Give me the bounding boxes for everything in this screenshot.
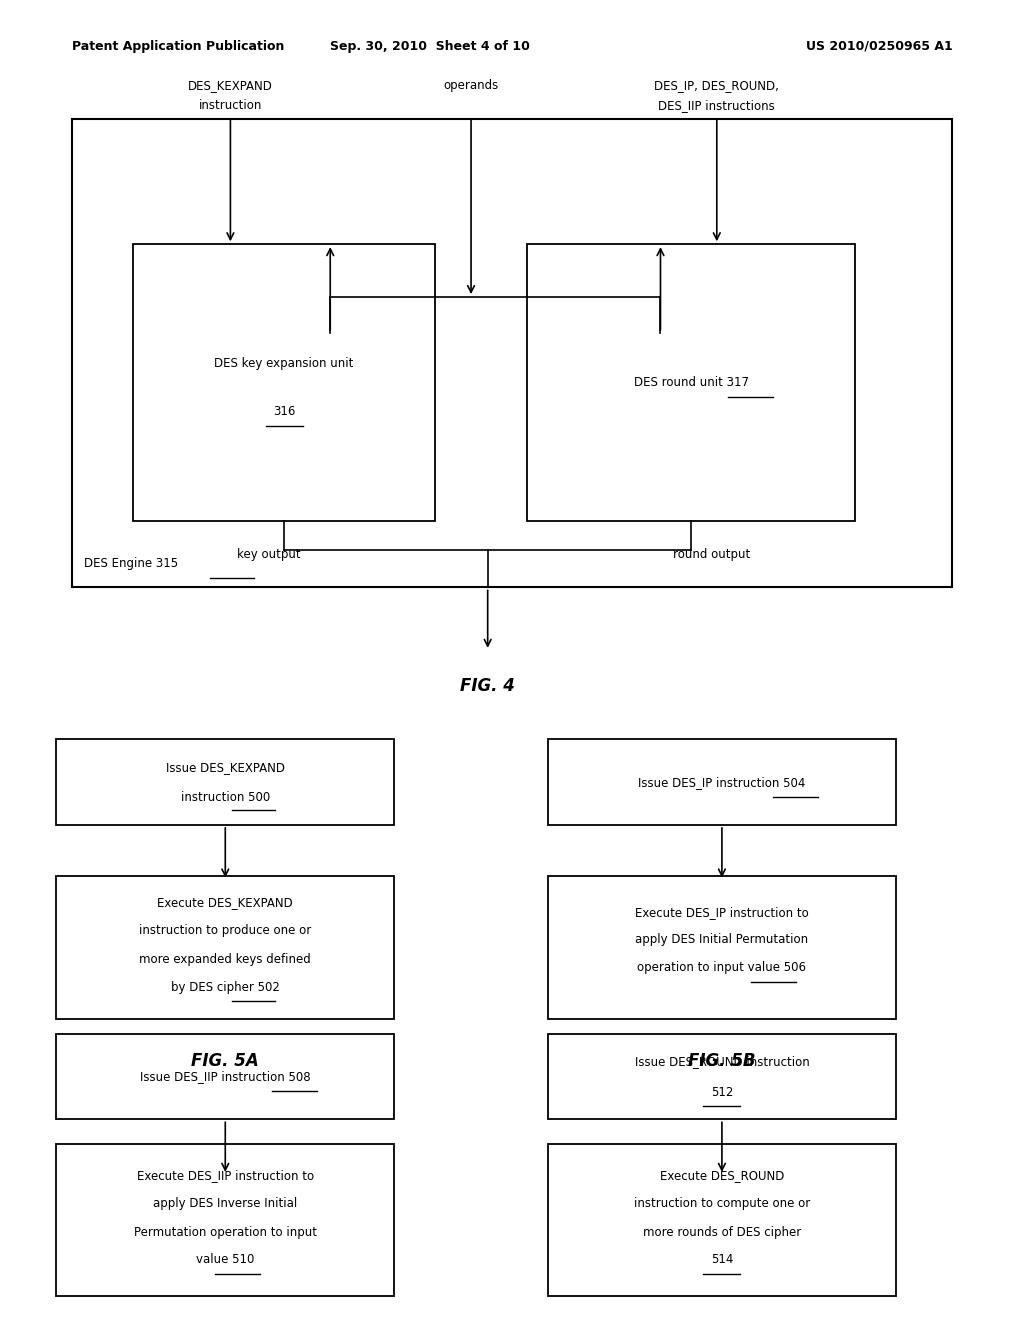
Text: FIG. 4: FIG. 4 [460, 677, 515, 696]
Text: 514: 514 [711, 1254, 733, 1266]
Text: instruction 500: instruction 500 [180, 792, 270, 804]
Bar [56, 739, 394, 825]
Text: Patent Application Publication: Patent Application Publication [72, 40, 284, 53]
Text: FIG. 5A: FIG. 5A [191, 1052, 259, 1071]
Bar [56, 876, 394, 1019]
Bar [527, 244, 855, 521]
Text: instruction: instruction [199, 99, 262, 112]
Text: more expanded keys defined: more expanded keys defined [139, 953, 311, 966]
Text: 512: 512 [711, 1086, 733, 1098]
Bar [548, 739, 896, 825]
Text: DES key expansion unit: DES key expansion unit [214, 356, 354, 370]
Text: instruction to produce one or: instruction to produce one or [139, 924, 311, 937]
Text: Issue DES_ROUND instruction: Issue DES_ROUND instruction [635, 1056, 809, 1068]
Bar [548, 1144, 896, 1296]
Text: 316: 316 [273, 405, 295, 418]
Bar [133, 244, 435, 521]
Text: Issue DES_IIP instruction 508: Issue DES_IIP instruction 508 [140, 1071, 310, 1082]
Text: operation to input value 506: operation to input value 506 [637, 961, 807, 974]
Text: apply DES Initial Permutation: apply DES Initial Permutation [635, 933, 809, 946]
Text: Permutation operation to input: Permutation operation to input [134, 1226, 316, 1238]
Text: US 2010/0250965 A1: US 2010/0250965 A1 [806, 40, 952, 53]
Text: key output: key output [237, 548, 301, 561]
Text: Execute DES_KEXPAND: Execute DES_KEXPAND [158, 896, 293, 909]
Text: DES Engine 315: DES Engine 315 [84, 557, 178, 570]
Bar [72, 119, 952, 587]
Text: by DES cipher 502: by DES cipher 502 [171, 981, 280, 994]
Text: Execute DES_ROUND: Execute DES_ROUND [659, 1170, 784, 1181]
Text: DES_IP, DES_ROUND,: DES_IP, DES_ROUND, [654, 79, 779, 92]
Bar [56, 1144, 394, 1296]
Text: round output: round output [673, 548, 751, 561]
Text: more rounds of DES cipher: more rounds of DES cipher [643, 1226, 801, 1238]
Text: Sep. 30, 2010  Sheet 4 of 10: Sep. 30, 2010 Sheet 4 of 10 [330, 40, 530, 53]
Text: DES_IIP instructions: DES_IIP instructions [658, 99, 775, 112]
Bar [548, 1034, 896, 1119]
Text: apply DES Inverse Initial: apply DES Inverse Initial [154, 1197, 297, 1209]
Text: instruction to compute one or: instruction to compute one or [634, 1197, 810, 1209]
Text: value 510: value 510 [196, 1254, 255, 1266]
Text: Issue DES_IP instruction 504: Issue DES_IP instruction 504 [638, 776, 806, 788]
Text: operands: operands [443, 79, 499, 92]
Text: FIG. 5B: FIG. 5B [688, 1052, 756, 1071]
Text: Execute DES_IP instruction to: Execute DES_IP instruction to [635, 906, 809, 919]
Bar [548, 876, 896, 1019]
Bar [56, 1034, 394, 1119]
Text: DES_KEXPAND: DES_KEXPAND [188, 79, 272, 92]
Text: Issue DES_KEXPAND: Issue DES_KEXPAND [166, 762, 285, 774]
Text: DES round unit 317: DES round unit 317 [634, 376, 749, 389]
Text: Execute DES_IIP instruction to: Execute DES_IIP instruction to [137, 1170, 313, 1181]
